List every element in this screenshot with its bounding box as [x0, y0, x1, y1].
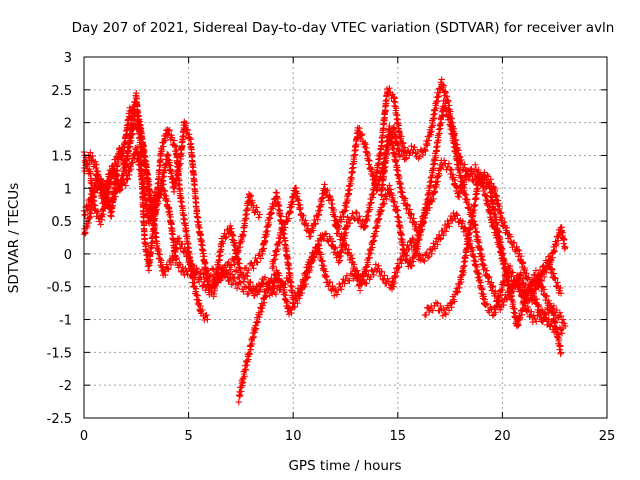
- y-tick-label: -1.5: [47, 346, 72, 361]
- x-tick-label: 0: [80, 429, 88, 444]
- y-tick-label: -2: [59, 379, 72, 394]
- series-8: [331, 157, 565, 357]
- x-tick-label: 20: [494, 429, 511, 444]
- series-11: [421, 171, 567, 330]
- grid-lines: [84, 57, 607, 418]
- series-11-markers: [421, 171, 567, 330]
- x-tick-label: 5: [184, 429, 192, 444]
- series-10: [388, 209, 565, 319]
- series-10-markers: [388, 209, 565, 319]
- y-tick-label: 2.5: [51, 84, 72, 99]
- y-tick-label: 2: [64, 117, 72, 132]
- y-tick-label: 1.5: [51, 149, 72, 164]
- plot-frame: [83, 56, 608, 419]
- y-axis-label: SDTVAR / TECUs: [6, 183, 22, 293]
- axis-ticks: 0 5 10 15 20 25 -2.5 -2 -1.5 -1 -0.5 0 0.5 1 1.5 2 2.5 3: [47, 51, 616, 444]
- y-tick-label: 1: [64, 182, 72, 197]
- x-tick-label: 10: [285, 429, 302, 444]
- y-tick-label: 0.5: [51, 215, 72, 230]
- x-tick-label: 25: [599, 429, 616, 444]
- y-tick-label: -2.5: [47, 412, 72, 427]
- x-tick-label: 15: [390, 429, 407, 444]
- chart-title: Day 207 of 2021, Sidereal Day-to-day VTE…: [72, 20, 615, 36]
- series-8-markers: [331, 157, 565, 357]
- y-tick-label: 3: [64, 51, 72, 66]
- y-tick-label: 0: [64, 248, 72, 263]
- y-tick-label: -1: [59, 314, 72, 329]
- y-tick-label: -0.5: [47, 281, 72, 296]
- x-axis-label: GPS time / hours: [288, 458, 401, 474]
- series-layer: [80, 76, 569, 406]
